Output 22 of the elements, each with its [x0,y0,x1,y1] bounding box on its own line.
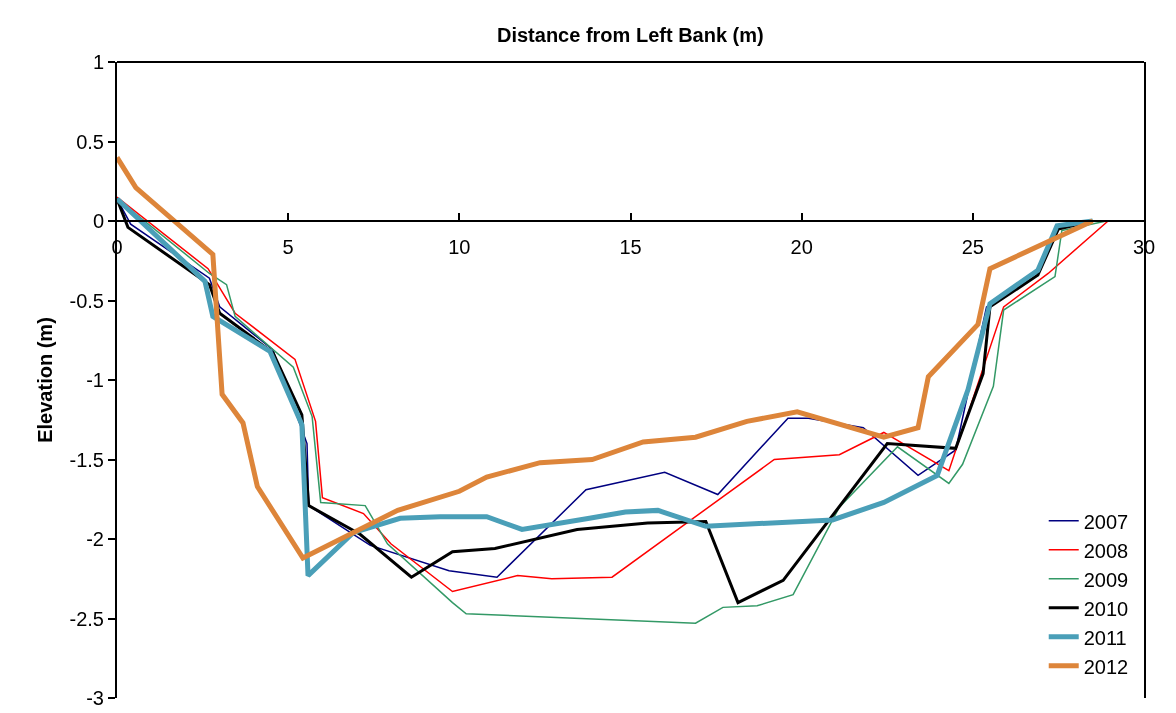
legend-label: 2008 [1083,539,1129,562]
y-tick-label: -1 [86,369,104,391]
x-tick-label: 15 [619,236,642,258]
legend-label: 2009 [1083,568,1129,591]
y-tick-label: 1 [92,51,104,73]
y-tick-label: 0.5 [76,130,104,153]
y-tick-label: -1.5 [69,448,104,471]
y-tick-label: 0 [92,210,104,232]
x-tick-label: 20 [790,236,813,258]
y-axis-title: Elevation (m) [33,317,56,443]
x-tick-label: 25 [961,236,984,258]
legend-label: 2007 [1083,510,1129,533]
y-tick-label: -2 [86,528,104,550]
legend-label: 2011 [1083,626,1127,649]
legend-label: 2010 [1083,597,1129,620]
y-tick-label: -0.5 [69,289,104,312]
x-axis-title: Distance from Left Bank (m) [497,24,764,46]
x-tick-label: 5 [282,236,294,258]
legend-label: 2012 [1083,655,1129,678]
x-tick-label: 10 [448,236,471,258]
y-tick-label: -2.5 [69,607,104,630]
y-tick-label: -3 [86,687,104,709]
